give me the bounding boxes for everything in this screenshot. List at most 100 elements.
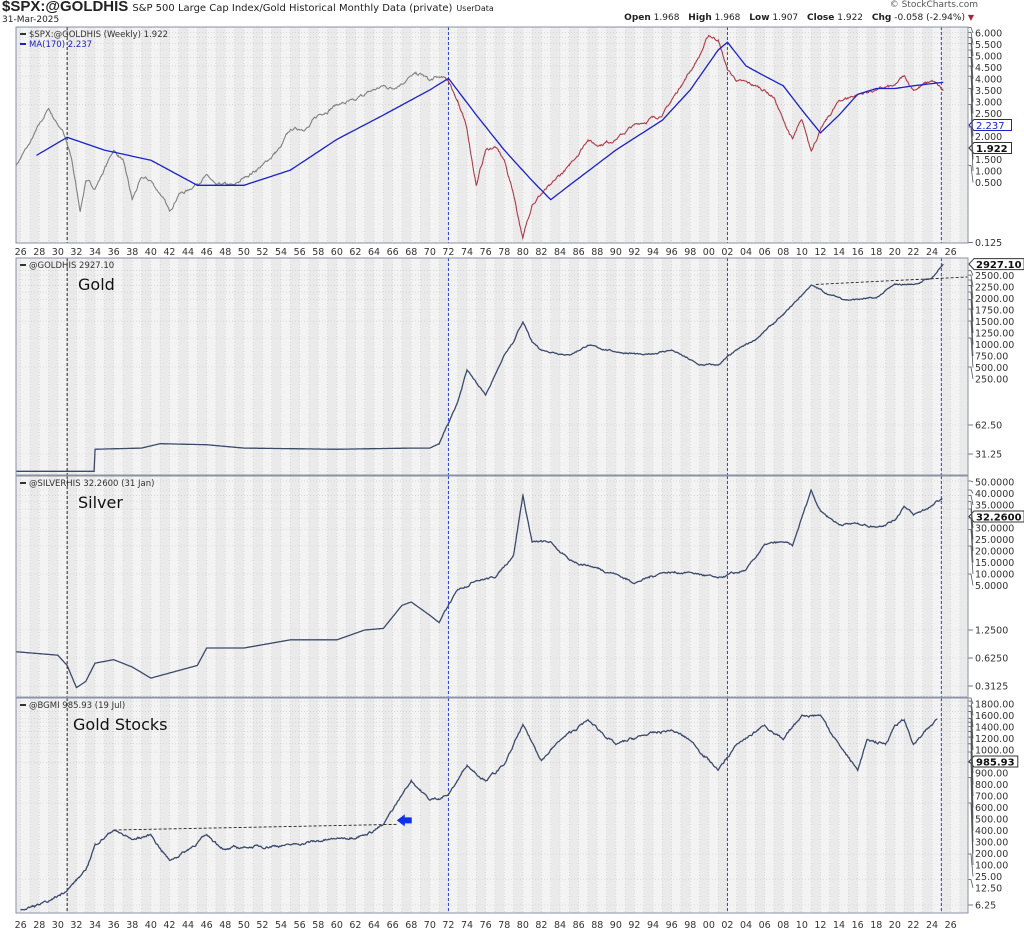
last-value-label: 985.93: [976, 758, 1015, 769]
background-band: [513, 476, 523, 697]
x-tick-label: 26: [15, 247, 27, 258]
background-band: [811, 27, 821, 243]
x-tick-label: 58: [312, 920, 324, 931]
background-band: [699, 258, 709, 475]
y-tick: [968, 545, 974, 575]
background-band: [941, 476, 951, 697]
background-band: [160, 476, 170, 697]
background-band: [606, 27, 616, 243]
description: S&P 500 Large Cap Index/Gold Historical …: [132, 3, 453, 14]
background-band: [392, 698, 402, 913]
x-tick-label: 58: [312, 247, 324, 258]
background-band: [448, 698, 458, 913]
background-band: [904, 258, 914, 475]
y-tick-label: 30.0000: [975, 524, 1014, 535]
background-band: [643, 258, 654, 475]
background-band: [885, 698, 895, 913]
y-tick-label: 600.00: [975, 803, 1008, 814]
background-band: [606, 476, 616, 697]
background-band: [420, 698, 430, 913]
background-band: [485, 698, 495, 913]
background-band: [587, 476, 598, 697]
background-band: [364, 698, 375, 913]
y-tick-label: 1400.00: [975, 723, 1014, 734]
background-band: [281, 258, 291, 475]
background-band: [439, 27, 449, 243]
last-value-label: 32.2600: [976, 513, 1022, 524]
background-band: [792, 27, 802, 243]
y-tick-label: 1200.00: [975, 734, 1014, 745]
y-tick-label: 35.0000: [975, 501, 1014, 512]
trendline: [113, 823, 398, 831]
background-band: [76, 698, 86, 913]
x-tick-label: 70: [424, 247, 436, 258]
background-band: [48, 27, 58, 243]
panel-2: 2927.102500.002250.002000.001750.001500.…: [15, 257, 1024, 476]
y-tick: [968, 308, 974, 345]
background-band: [773, 698, 784, 913]
background-band: [950, 258, 960, 475]
x-tick-label: 30: [52, 247, 64, 258]
background-band: [550, 698, 561, 913]
background-band: [281, 476, 291, 697]
x-tick-label: 34: [89, 247, 101, 258]
background-band: [29, 27, 40, 243]
x-tick-label: 36: [108, 920, 120, 931]
x-tick-label: 44: [182, 920, 194, 931]
symbol: $SPX:@GOLDHIS: [2, 0, 129, 15]
background-band: [439, 698, 449, 913]
background-band: [234, 698, 244, 913]
y-tick-label: 1.2500: [975, 626, 1008, 637]
background-band: [169, 258, 179, 475]
background-band: [476, 27, 486, 243]
background-band: [299, 27, 309, 243]
x-tick-label: 68: [405, 920, 417, 931]
background-band: [169, 27, 179, 243]
background-band: [550, 27, 561, 243]
last-value-box: [968, 755, 1019, 768]
background-band: [606, 258, 616, 475]
background-band: [327, 698, 337, 913]
background-band: [122, 27, 133, 243]
background-band: [141, 698, 151, 913]
background-band: [16, 258, 21, 475]
background-band: [550, 476, 561, 697]
series-line: [20, 714, 938, 911]
background-band: [736, 27, 747, 243]
background-band: [448, 258, 458, 475]
y-tick-label: 100.00: [975, 861, 1008, 872]
background-band: [504, 258, 514, 475]
background-band: [299, 258, 309, 475]
x-tick-label: 98: [684, 247, 696, 258]
ohlc-readout: Open 1.968 High 1.968 Low 1.907 Close 1.…: [618, 12, 974, 24]
background-band: [29, 476, 40, 697]
y-tick-label: 15.0000: [975, 558, 1014, 569]
x-tick-label: 12: [814, 247, 826, 258]
background-band: [811, 258, 821, 475]
background-band: [467, 27, 477, 243]
background-band: [188, 476, 198, 697]
background-band: [615, 258, 626, 475]
high-label: High: [688, 13, 712, 23]
background-band: [783, 258, 793, 475]
background-band: [308, 698, 319, 913]
y-tick-label: 300.00: [975, 838, 1008, 849]
background-band: [634, 698, 644, 913]
background-band: [625, 258, 635, 475]
x-tick-label: 50: [238, 247, 250, 258]
x-tick-label: 00: [703, 247, 715, 258]
x-tick-label: 04: [740, 247, 752, 258]
background-band: [680, 27, 691, 243]
background-band: [680, 258, 691, 475]
background-band: [178, 698, 189, 913]
x-tick-label: 88: [591, 247, 603, 258]
background-band: [253, 27, 263, 243]
y-tick-label: 2250.00: [975, 283, 1014, 294]
x-tick-label: 44: [182, 247, 194, 258]
background-band: [866, 258, 877, 475]
background-band: [429, 476, 440, 697]
background-band: [160, 258, 170, 475]
background-band: [336, 698, 347, 913]
ma-line: [36, 41, 944, 201]
